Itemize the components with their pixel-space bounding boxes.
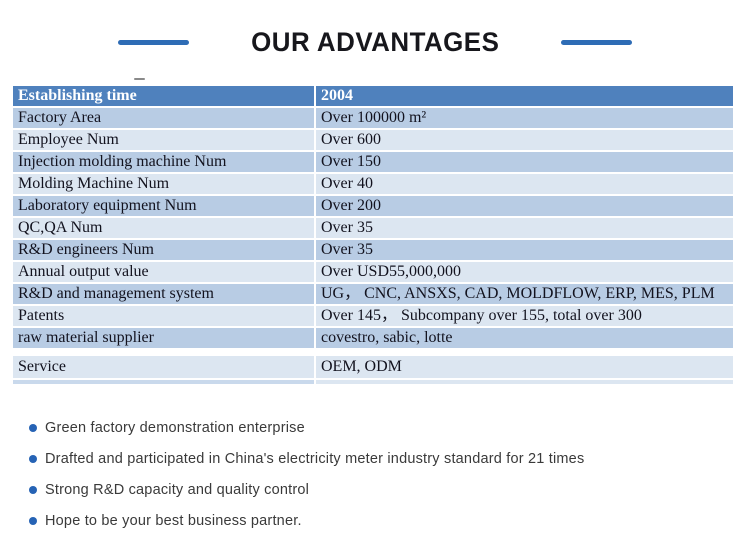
- right-dash-decoration: [561, 39, 633, 45]
- row-label: QC,QA Num: [13, 218, 314, 238]
- row-value: UG， CNC, ANSXS, CAD, MOLDFLOW, ERP, MES,…: [316, 284, 733, 304]
- bullet-text: Drafted and participated in China's elec…: [45, 450, 585, 467]
- page-title: OUR ADVANTAGES: [250, 26, 500, 57]
- bullet-text: Strong R&D capacity and quality control: [45, 481, 310, 498]
- table-row: Patents Over 145， Subcompany over 155, t…: [13, 306, 733, 326]
- row-label: Factory Area: [13, 108, 314, 128]
- row-value: Over 40: [316, 174, 733, 194]
- row-label: R&D and management system: [13, 284, 314, 304]
- row-label: Employee Num: [13, 130, 314, 150]
- row-label: Laboratory equipment Num: [13, 196, 314, 216]
- row-value: covestro, sabic, lotte: [316, 328, 733, 348]
- row-label: Molding Machine Num: [13, 174, 314, 194]
- row-label: Service: [13, 356, 314, 378]
- list-item: Strong R&D capacity and quality control: [29, 474, 584, 505]
- table-cutoff-row: [13, 380, 733, 384]
- row-value: Over 35: [316, 218, 733, 238]
- row-value: Over 200: [316, 196, 733, 216]
- row-label: Annual output value: [13, 262, 314, 282]
- table-row: Molding Machine Num Over 40: [13, 174, 733, 194]
- table-row: R&D and management system UG， CNC, ANSXS…: [13, 284, 733, 304]
- row-label: Injection molding machine Num: [13, 152, 314, 172]
- left-dash-decoration: [117, 39, 189, 45]
- list-item: Green factory demonstration enterprise: [29, 412, 584, 443]
- table-header-value: 2004: [316, 86, 733, 106]
- bullet-dot-icon: [29, 485, 37, 494]
- row-label: Patents: [13, 306, 314, 326]
- section-header: OUR ADVANTAGES: [0, 24, 750, 60]
- row-value: Over USD55,000,000: [316, 262, 733, 282]
- row-value: Over 35: [316, 240, 733, 260]
- advantages-table: Establishing time 2004 Factory Area Over…: [13, 86, 733, 384]
- bullet-text: Hope to be your best business partner.: [45, 512, 302, 529]
- bullet-dot-icon: [29, 423, 37, 432]
- stray-mark: [134, 78, 145, 80]
- table-row: Employee Num Over 600: [13, 130, 733, 150]
- row-value: Over 600: [316, 130, 733, 150]
- table-row: Annual output value Over USD55,000,000: [13, 262, 733, 282]
- table-row: QC,QA Num Over 35: [13, 218, 733, 238]
- list-item: Drafted and participated in China's elec…: [29, 443, 584, 474]
- table-header-row: Establishing time 2004: [13, 86, 733, 106]
- bullet-text: Green factory demonstration enterprise: [45, 419, 305, 436]
- advantages-bullet-list: Green factory demonstration enterprise D…: [29, 412, 584, 536]
- bullet-dot-icon: [29, 516, 37, 525]
- row-value: Over 150: [316, 152, 733, 172]
- table-header-label: Establishing time: [13, 86, 314, 106]
- row-label: R&D engineers Num: [13, 240, 314, 260]
- table-row: Laboratory equipment Num Over 200: [13, 196, 733, 216]
- row-value: Over 145， Subcompany over 155, total ove…: [316, 306, 733, 326]
- table-row-service: Service OEM, ODM: [13, 356, 733, 378]
- table-row: Injection molding machine Num Over 150: [13, 152, 733, 172]
- list-item: Hope to be your best business partner.: [29, 505, 584, 536]
- bullet-dot-icon: [29, 454, 37, 463]
- table-row: Factory Area Over 100000 m²: [13, 108, 733, 128]
- row-label: raw material supplier: [13, 328, 314, 348]
- table-row: raw material supplier covestro, sabic, l…: [13, 328, 733, 348]
- row-value: OEM, ODM: [316, 356, 733, 378]
- table-row: R&D engineers Num Over 35: [13, 240, 733, 260]
- row-value: Over 100000 m²: [316, 108, 733, 128]
